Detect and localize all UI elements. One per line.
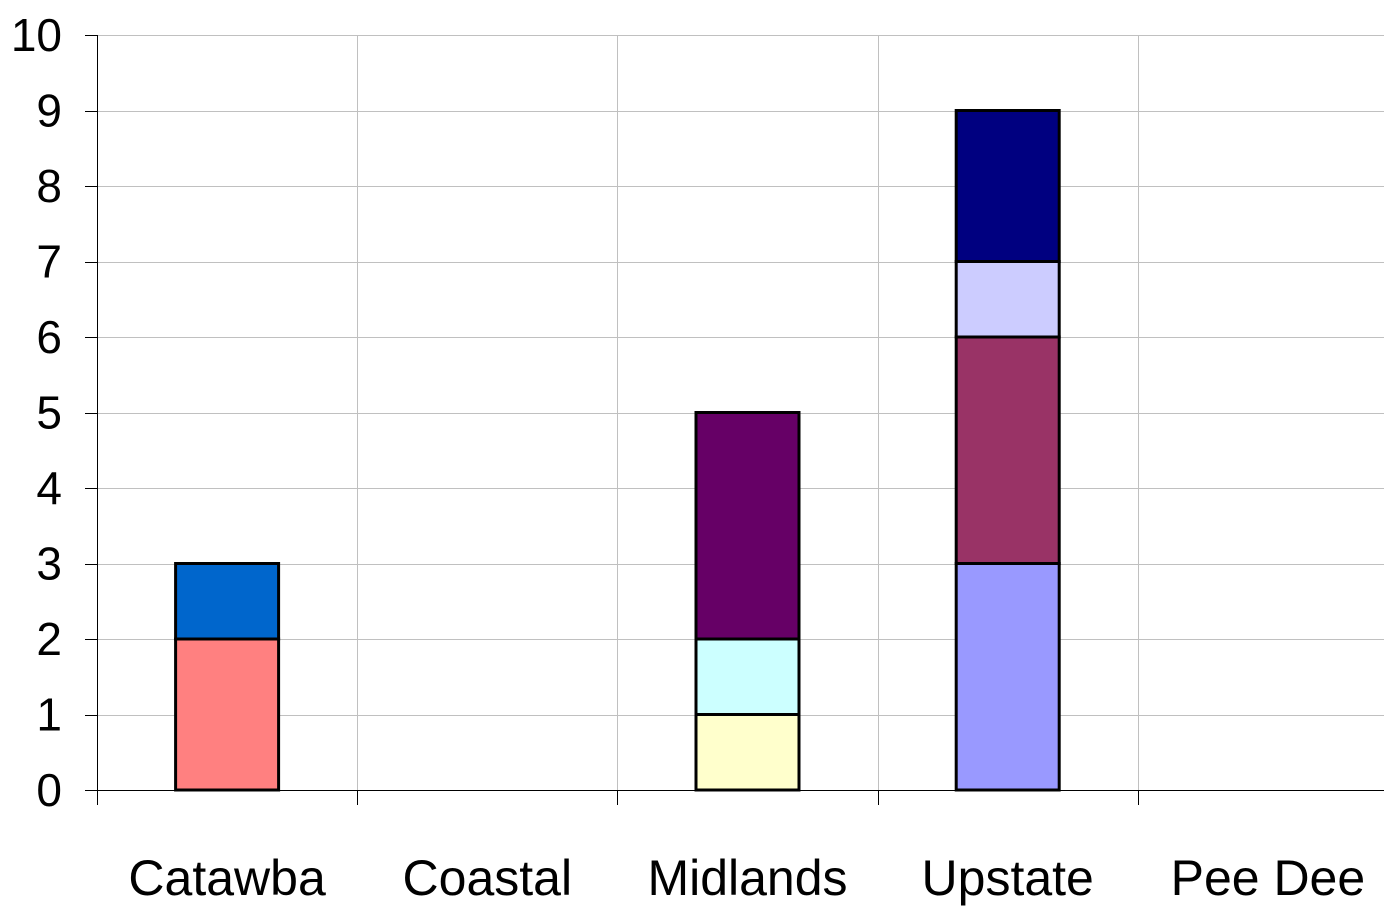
- bar-segment-upstate-3: [954, 109, 1061, 263]
- bar-segment-upstate-0: [954, 562, 1061, 792]
- y-tick-label: 10: [11, 9, 62, 61]
- x-category-label: Midlands: [647, 850, 847, 906]
- x-category-label: Upstate: [922, 850, 1094, 906]
- bar-segment-upstate-1: [954, 335, 1061, 565]
- y-tick-label: 9: [36, 85, 62, 137]
- bar-segment-midlands-0: [694, 713, 801, 792]
- y-tick-label: 6: [36, 311, 62, 363]
- bars: [174, 109, 1061, 792]
- bar-segment-catawba-0: [174, 637, 281, 792]
- bar-segment-upstate-2: [954, 260, 1061, 339]
- x-category-label: Pee Dee: [1171, 850, 1366, 906]
- y-tick-labels: 0 1 2 3 4 5 6 7 8 9 10: [11, 9, 62, 816]
- y-tick-label: 2: [36, 613, 62, 665]
- y-tick-label: 4: [36, 462, 62, 514]
- x-category-label: Coastal: [403, 850, 573, 906]
- y-tick-label: 3: [36, 538, 62, 590]
- y-tick-label: 1: [36, 689, 62, 741]
- category-labels: Catawba Coastal Midlands Upstate Pee Dee: [128, 850, 1365, 906]
- bar-segment-midlands-1: [694, 637, 801, 716]
- bar-segment-catawba-1: [174, 562, 281, 641]
- y-tick-label: 8: [36, 160, 62, 212]
- y-tick-label: 5: [36, 387, 62, 439]
- x-category-label: Catawba: [128, 850, 326, 906]
- bar-segment-midlands-2: [694, 411, 801, 641]
- y-tick-label: 7: [36, 236, 62, 288]
- y-tick-label: 0: [36, 764, 62, 816]
